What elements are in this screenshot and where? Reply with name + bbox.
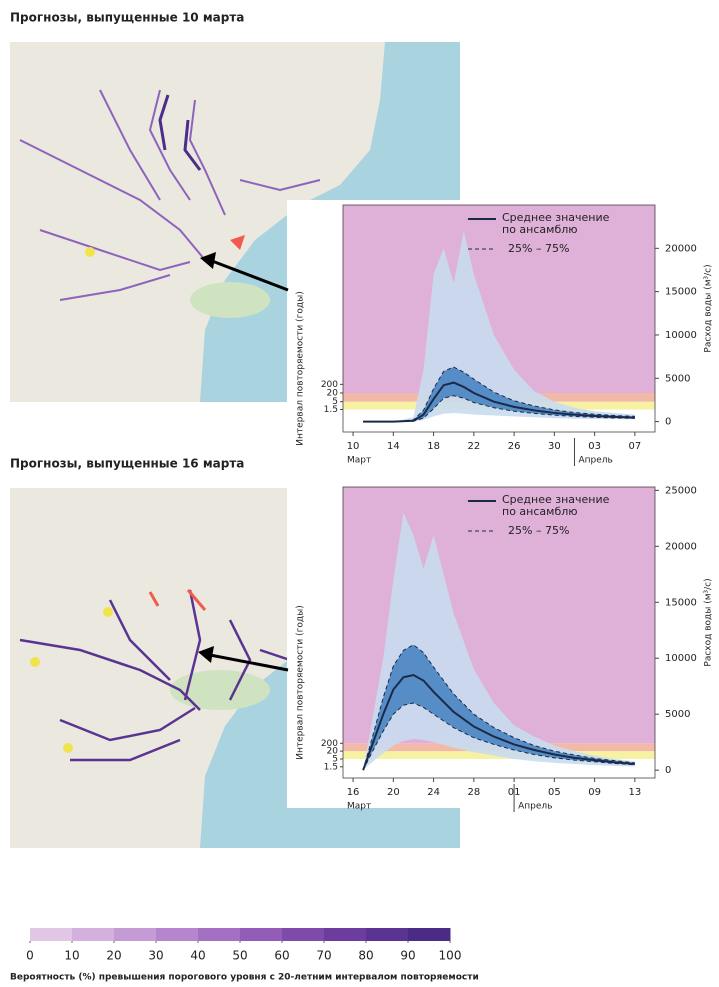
chart-title: Прогнозы, выпущенные 10 марта: [10, 11, 244, 25]
x-tick-label: 22: [467, 441, 480, 452]
colorbar-segment: [198, 928, 241, 941]
colorbar-tick-label: 100: [439, 949, 462, 963]
y-tick-label: 200: [321, 739, 338, 749]
month-label: Апрель: [578, 456, 612, 466]
y2-tick-label: 0: [665, 417, 671, 428]
y2-tick-label: 5000: [665, 373, 690, 384]
colorbar-tick-label: 10: [64, 949, 79, 963]
colorbar-tick-label: 70: [316, 949, 331, 963]
y2-tick-label: 10000: [665, 330, 697, 341]
y2-axis-title: Расход воды (м³/с): [704, 264, 714, 352]
legend-label: Среднее значение по ансамблю: [502, 494, 622, 518]
y-tick-label: 5: [332, 397, 338, 407]
legend-label: Среднее значение по ансамблю: [502, 212, 622, 236]
colorbar-segment: [240, 928, 283, 941]
x-tick-label: 05: [548, 787, 561, 798]
x-tick-label: 26: [508, 441, 521, 452]
x-tick-label: 13: [629, 787, 642, 798]
x-tick-label: 07: [629, 441, 642, 452]
y2-axis-title: Расход воды (м³/с): [704, 578, 714, 666]
x-tick-label: 10: [347, 441, 360, 452]
y2-tick-label: 25000: [665, 485, 697, 496]
x-tick-label: 24: [427, 787, 440, 798]
colorbar-tick-label: 60: [274, 949, 289, 963]
x-tick-label: 14: [387, 441, 400, 452]
colorbar-tick-label: 50: [232, 949, 247, 963]
x-tick-label: 20: [387, 787, 400, 798]
x-tick-label: 28: [467, 787, 480, 798]
colorbar-tick-label: 90: [400, 949, 415, 963]
month-label: Март: [347, 802, 371, 812]
x-tick-label: 30: [548, 441, 561, 452]
month-label: Март: [347, 456, 371, 466]
colorbar-segment: [156, 928, 199, 941]
y-axis-title: Интервал повторяемости (годы): [296, 291, 306, 445]
colorbar-tick-label: 30: [148, 949, 163, 963]
y2-tick-label: 20000: [665, 243, 697, 254]
legend-entry: Среднее значение по ансамблю: [502, 212, 622, 240]
colorbar-segment: [114, 928, 157, 941]
legend-entry: Среднее значение по ансамблю: [502, 494, 622, 522]
y2-tick-label: 10000: [665, 653, 697, 664]
x-tick-label: 09: [588, 787, 601, 798]
colorbar-segment: [282, 928, 325, 941]
x-tick-label: 18: [427, 441, 440, 452]
colorbar-label: Вероятность (%) превышения порогового ур…: [10, 973, 479, 983]
figure: Прогнозы, выпущенные 10 марта 10 14 18 22 26 3…: [0, 0, 719, 987]
legend-label: 25% – 75%: [508, 242, 569, 255]
y2-tick-label: 0: [665, 765, 671, 776]
y2-tick-label: 15000: [665, 287, 697, 298]
colorbar-segment: [72, 928, 115, 941]
colorbar-segment: [324, 928, 367, 941]
month-label: Апрель: [518, 802, 552, 812]
colorbar-tick-label: 0: [26, 949, 34, 963]
colorbar-segment: [30, 928, 73, 941]
chart-title: Прогнозы, выпущенные 16 марта: [10, 457, 244, 471]
colorbar-segment: [366, 928, 409, 941]
x-tick-label: 03: [588, 441, 601, 452]
colorbar-tick-label: 80: [358, 949, 373, 963]
y2-tick-label: 20000: [665, 541, 697, 552]
y-tick-label: 20: [327, 389, 339, 399]
y2-tick-label: 15000: [665, 597, 697, 608]
y-axis-title: Интервал повторяемости (годы): [296, 605, 306, 759]
colorbar-segment: [408, 928, 451, 941]
legend-label: 25% – 75%: [508, 524, 569, 537]
y2-tick-label: 5000: [665, 709, 690, 720]
colorbar-tick-label: 20: [106, 949, 121, 963]
x-tick-label: 16: [347, 787, 360, 798]
colorbar-tick-label: 40: [190, 949, 205, 963]
y-tick-label: 200: [321, 380, 338, 390]
